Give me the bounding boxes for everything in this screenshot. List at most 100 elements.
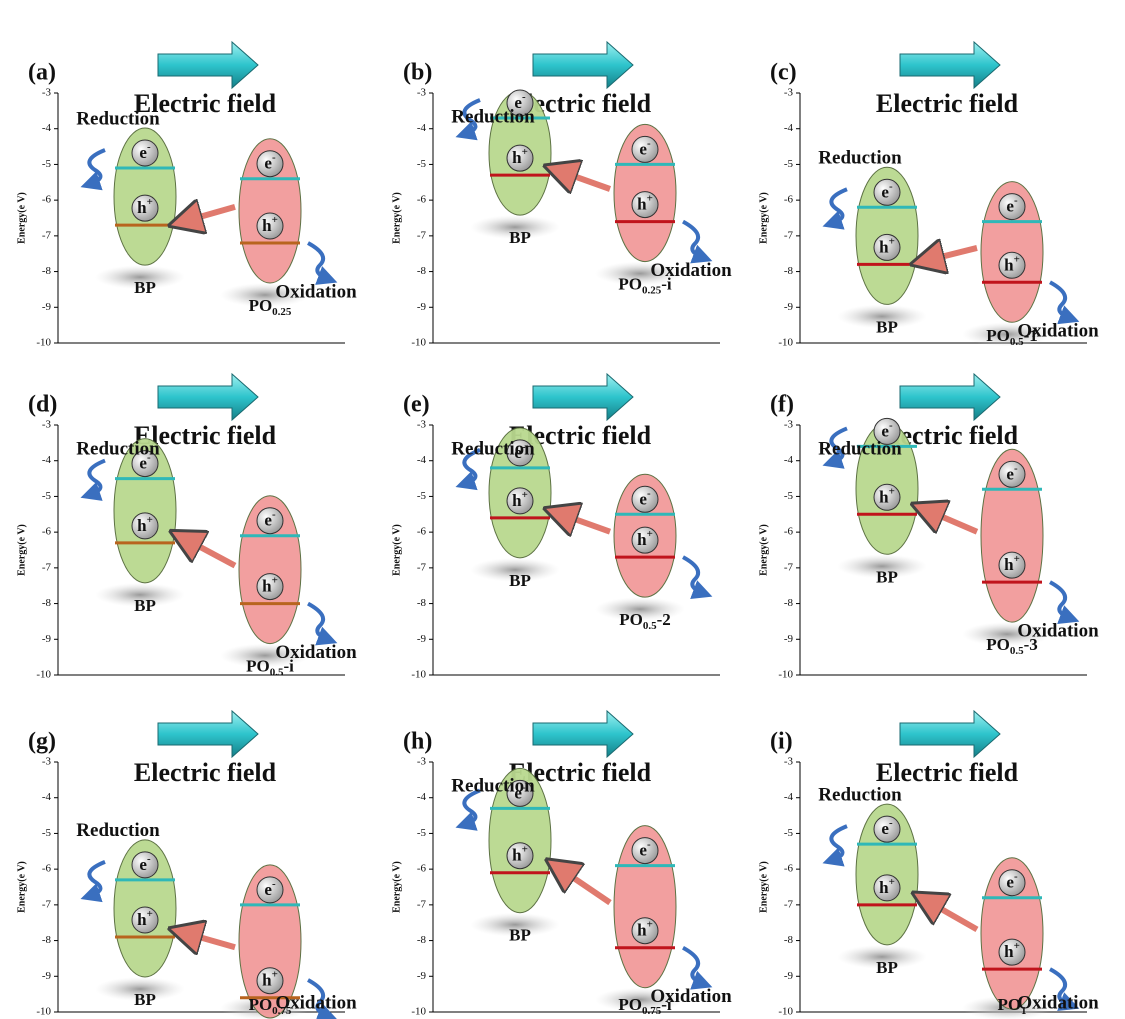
oxidation-arrow bbox=[1050, 282, 1070, 318]
y-tick-label: -7 bbox=[42, 898, 52, 910]
y-tick-label: -6 bbox=[417, 863, 427, 875]
reduction-label: Reduction bbox=[76, 438, 160, 459]
y-tick-label: -6 bbox=[42, 863, 52, 875]
carrier-charge: - bbox=[647, 838, 651, 850]
material-name: PO bbox=[249, 995, 273, 1014]
y-tick-label: -4 bbox=[417, 791, 427, 803]
material-name: BP bbox=[876, 567, 898, 586]
y-tick-label: -5 bbox=[784, 158, 794, 170]
carrier-charge: - bbox=[522, 91, 526, 103]
panel-label: (h) bbox=[403, 729, 432, 755]
y-tick-label: -6 bbox=[784, 863, 794, 875]
y-tick-label: -10 bbox=[411, 1006, 426, 1018]
y-tick-label: -9 bbox=[784, 970, 794, 982]
y-axis-label: Energy(e V) bbox=[758, 192, 769, 244]
oxidation-label: Oxidation bbox=[1017, 621, 1099, 642]
y-tick-label: -6 bbox=[417, 526, 427, 538]
carrier-charge: - bbox=[647, 137, 651, 149]
y-tick-label: -4 bbox=[784, 791, 794, 803]
carrier-charge: - bbox=[889, 180, 893, 192]
y-tick-label: -7 bbox=[417, 229, 427, 241]
carrier-charge: - bbox=[147, 852, 151, 864]
reduction-label: Reduction bbox=[451, 438, 535, 459]
panel-label: (a) bbox=[28, 60, 56, 86]
carrier-charge: + bbox=[272, 968, 278, 980]
panel: -3-4-5-6-7-8-9-10Energy(e V)(g)Electric … bbox=[16, 711, 357, 1019]
y-tick-label: -7 bbox=[42, 561, 52, 573]
y-axis-label: Energy(e V) bbox=[16, 861, 27, 913]
y-tick-label: -5 bbox=[42, 827, 52, 839]
panel-label: (e) bbox=[403, 392, 430, 418]
carrier-charge: + bbox=[889, 235, 895, 247]
material-subscript: 0.5 bbox=[643, 620, 657, 632]
carrier-charge: + bbox=[647, 918, 653, 930]
y-tick-label: -3 bbox=[784, 419, 794, 431]
panel-label: (f) bbox=[770, 392, 794, 418]
y-tick-label: -7 bbox=[417, 898, 427, 910]
carrier-charge: + bbox=[522, 146, 528, 158]
reduction-arrow bbox=[831, 189, 847, 223]
y-axis-label: Energy(e V) bbox=[16, 524, 27, 576]
y-tick-label: -9 bbox=[784, 633, 794, 645]
carrier-charge: - bbox=[889, 419, 893, 431]
carrier-charge: + bbox=[647, 192, 653, 204]
material-name: PO bbox=[618, 995, 642, 1014]
y-tick-label: -7 bbox=[42, 229, 52, 241]
field-arrow bbox=[158, 42, 258, 88]
material-name: BP bbox=[134, 278, 156, 297]
y-tick-label: -10 bbox=[36, 669, 51, 681]
y-tick-label: -5 bbox=[784, 827, 794, 839]
y-tick-label: -10 bbox=[778, 1006, 793, 1018]
y-tick-label: -5 bbox=[784, 490, 794, 502]
y-tick-label: -8 bbox=[784, 934, 794, 946]
carrier-charge: + bbox=[647, 528, 653, 540]
y-tick-label: -3 bbox=[417, 419, 427, 431]
carrier-charge: + bbox=[272, 214, 278, 226]
panel-label: (d) bbox=[28, 392, 57, 418]
oxidation-label: Oxidation bbox=[275, 642, 357, 663]
material-name: PO bbox=[986, 326, 1010, 345]
carrier-charge: + bbox=[522, 488, 528, 500]
y-tick-label: -9 bbox=[784, 301, 794, 313]
y-tick-label: -6 bbox=[42, 194, 52, 206]
reduction-label: Reduction bbox=[76, 820, 160, 841]
carrier-charge: - bbox=[1014, 870, 1018, 882]
carrier-charge: + bbox=[1014, 553, 1020, 565]
y-tick-label: -3 bbox=[42, 756, 52, 768]
material-name: BP bbox=[876, 317, 898, 336]
carrier-charge: + bbox=[147, 908, 153, 920]
oxidation-label: Oxidation bbox=[275, 281, 357, 302]
carrier-charge: + bbox=[147, 196, 153, 208]
y-axis-label: Energy(e V) bbox=[391, 192, 402, 244]
oxidation-arrow bbox=[1050, 582, 1070, 618]
panel-label: (g) bbox=[28, 729, 56, 755]
carrier-charge: + bbox=[889, 485, 895, 497]
y-tick-label: -4 bbox=[784, 122, 794, 134]
oxidation-arrow bbox=[683, 557, 703, 593]
y-tick-label: -8 bbox=[42, 597, 52, 609]
material-label: BP bbox=[509, 571, 531, 590]
field-arrow bbox=[158, 374, 258, 420]
reduction-label: Reduction bbox=[76, 108, 160, 129]
y-axis-label: Energy(e V) bbox=[758, 861, 769, 913]
material-name: PO bbox=[619, 610, 643, 629]
y-tick-label: -6 bbox=[784, 194, 794, 206]
y-tick-label: -3 bbox=[42, 419, 52, 431]
material-label: BP bbox=[134, 990, 156, 1009]
field-arrow bbox=[533, 711, 633, 757]
reduction-arrow bbox=[89, 862, 105, 896]
y-tick-label: -8 bbox=[784, 265, 794, 277]
material-name: PO bbox=[618, 274, 642, 293]
y-tick-label: -7 bbox=[784, 561, 794, 573]
material-label: BP bbox=[509, 926, 531, 945]
carrier-charge: - bbox=[272, 151, 276, 163]
carrier-charge: + bbox=[522, 843, 528, 855]
material-name: BP bbox=[509, 571, 531, 590]
y-tick-label: -5 bbox=[417, 827, 427, 839]
material-name: PO bbox=[249, 296, 273, 315]
oxidation-label: Oxidation bbox=[1017, 992, 1099, 1013]
y-axis-label: Energy(e V) bbox=[391, 524, 402, 576]
y-tick-label: -5 bbox=[417, 490, 427, 502]
reduction-label: Reduction bbox=[818, 148, 902, 169]
